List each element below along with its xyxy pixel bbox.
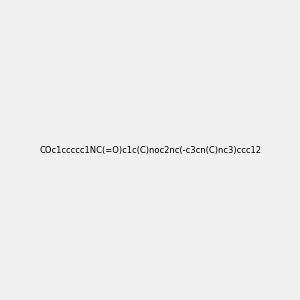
Text: COc1ccccc1NC(=O)c1c(C)noc2nc(-c3cn(C)nc3)ccc12: COc1ccccc1NC(=O)c1c(C)noc2nc(-c3cn(C)nc3…: [39, 146, 261, 154]
